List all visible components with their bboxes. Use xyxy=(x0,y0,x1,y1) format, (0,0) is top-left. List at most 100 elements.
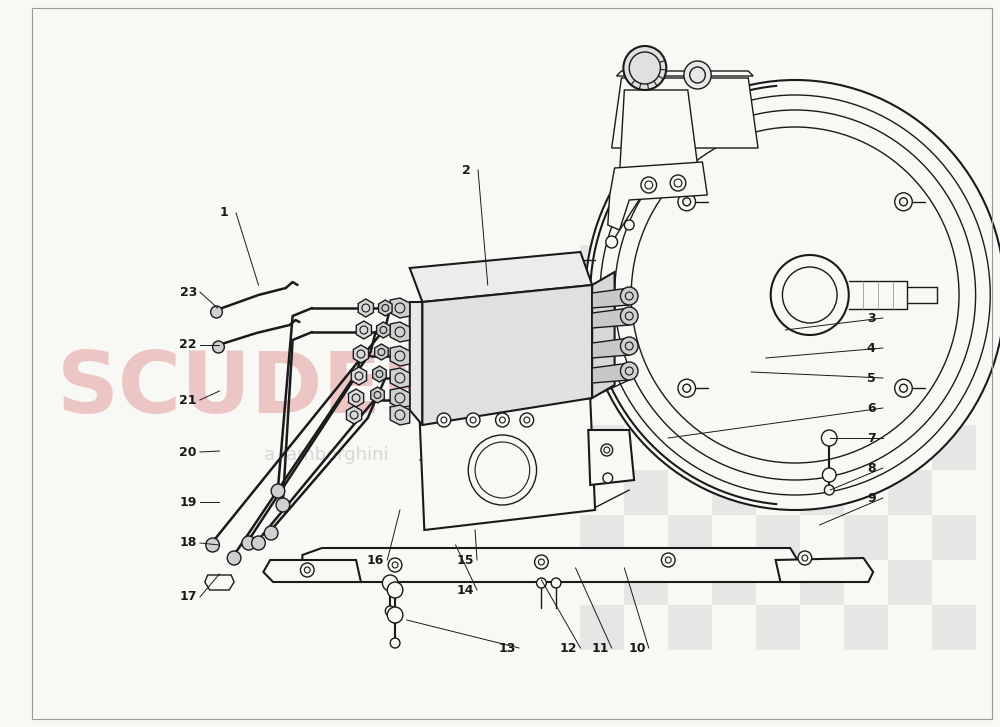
Bar xyxy=(580,605,624,650)
Text: 19: 19 xyxy=(180,496,197,508)
Bar xyxy=(932,605,976,650)
Bar xyxy=(844,335,888,380)
Circle shape xyxy=(211,306,222,318)
Polygon shape xyxy=(353,345,369,363)
Bar xyxy=(580,335,624,380)
Polygon shape xyxy=(379,300,392,316)
Bar xyxy=(756,335,800,380)
Text: SCUDERIA: SCUDERIA xyxy=(57,348,548,432)
Polygon shape xyxy=(390,368,410,388)
Circle shape xyxy=(387,582,403,598)
Polygon shape xyxy=(619,90,698,175)
Bar xyxy=(844,515,888,560)
Bar xyxy=(668,605,712,650)
Bar xyxy=(712,380,756,425)
Text: 3: 3 xyxy=(867,311,876,324)
Bar xyxy=(800,380,844,425)
Text: 13: 13 xyxy=(499,641,516,654)
Circle shape xyxy=(300,563,314,577)
Bar xyxy=(800,470,844,515)
Circle shape xyxy=(895,379,912,397)
Polygon shape xyxy=(410,302,422,425)
Text: 17: 17 xyxy=(179,590,197,603)
Bar xyxy=(932,335,976,380)
Circle shape xyxy=(520,413,534,427)
Bar xyxy=(668,515,712,560)
Text: a lamborghini: a lamborghini xyxy=(264,446,389,464)
Bar xyxy=(888,380,932,425)
Circle shape xyxy=(670,175,686,191)
Bar xyxy=(756,245,800,290)
Circle shape xyxy=(601,444,613,456)
Text: 2: 2 xyxy=(462,164,471,177)
Polygon shape xyxy=(390,346,410,366)
Circle shape xyxy=(551,578,561,588)
Bar xyxy=(888,290,932,335)
Circle shape xyxy=(496,413,509,427)
Polygon shape xyxy=(776,558,873,582)
Bar xyxy=(800,290,844,335)
Circle shape xyxy=(388,558,402,572)
Polygon shape xyxy=(592,338,629,358)
Circle shape xyxy=(387,607,403,623)
Polygon shape xyxy=(592,363,629,383)
Circle shape xyxy=(213,341,224,353)
Polygon shape xyxy=(410,252,592,302)
Bar xyxy=(668,335,712,380)
Bar xyxy=(800,560,844,605)
Bar xyxy=(932,245,976,290)
Circle shape xyxy=(390,638,400,648)
Bar xyxy=(756,425,800,470)
Bar xyxy=(888,560,932,605)
Bar xyxy=(668,245,712,290)
Bar xyxy=(844,245,888,290)
Circle shape xyxy=(537,578,546,588)
Text: 7: 7 xyxy=(867,432,876,444)
Circle shape xyxy=(678,379,696,397)
Circle shape xyxy=(603,473,613,483)
Text: 15: 15 xyxy=(457,553,474,566)
Bar xyxy=(712,560,756,605)
Polygon shape xyxy=(373,366,386,382)
Bar xyxy=(932,425,976,470)
Polygon shape xyxy=(592,288,629,308)
Polygon shape xyxy=(377,322,390,338)
Text: 18: 18 xyxy=(180,537,197,550)
Polygon shape xyxy=(302,548,805,582)
Circle shape xyxy=(771,255,849,335)
Bar xyxy=(580,245,624,290)
Polygon shape xyxy=(588,430,634,485)
Bar xyxy=(624,560,668,605)
Bar xyxy=(844,425,888,470)
Polygon shape xyxy=(346,406,362,424)
Circle shape xyxy=(678,193,696,211)
Circle shape xyxy=(620,287,638,305)
Polygon shape xyxy=(422,285,592,425)
Circle shape xyxy=(227,551,241,565)
Bar xyxy=(580,425,624,470)
Polygon shape xyxy=(356,321,371,339)
Text: 10: 10 xyxy=(628,641,646,654)
Circle shape xyxy=(624,220,634,230)
Circle shape xyxy=(271,484,285,498)
Circle shape xyxy=(437,413,451,427)
Text: 6: 6 xyxy=(867,401,876,414)
Text: 14: 14 xyxy=(457,584,474,596)
Text: 11: 11 xyxy=(591,641,609,654)
Circle shape xyxy=(535,555,548,569)
Circle shape xyxy=(821,430,837,446)
Circle shape xyxy=(276,498,290,512)
Bar xyxy=(756,605,800,650)
Circle shape xyxy=(620,307,638,325)
Circle shape xyxy=(390,613,400,623)
Polygon shape xyxy=(612,78,758,148)
Polygon shape xyxy=(608,162,707,230)
Circle shape xyxy=(466,413,480,427)
Bar xyxy=(668,425,712,470)
Polygon shape xyxy=(390,322,410,342)
Circle shape xyxy=(606,236,618,248)
Circle shape xyxy=(264,526,278,540)
Circle shape xyxy=(661,553,675,567)
Bar xyxy=(624,290,668,335)
Polygon shape xyxy=(390,405,410,425)
